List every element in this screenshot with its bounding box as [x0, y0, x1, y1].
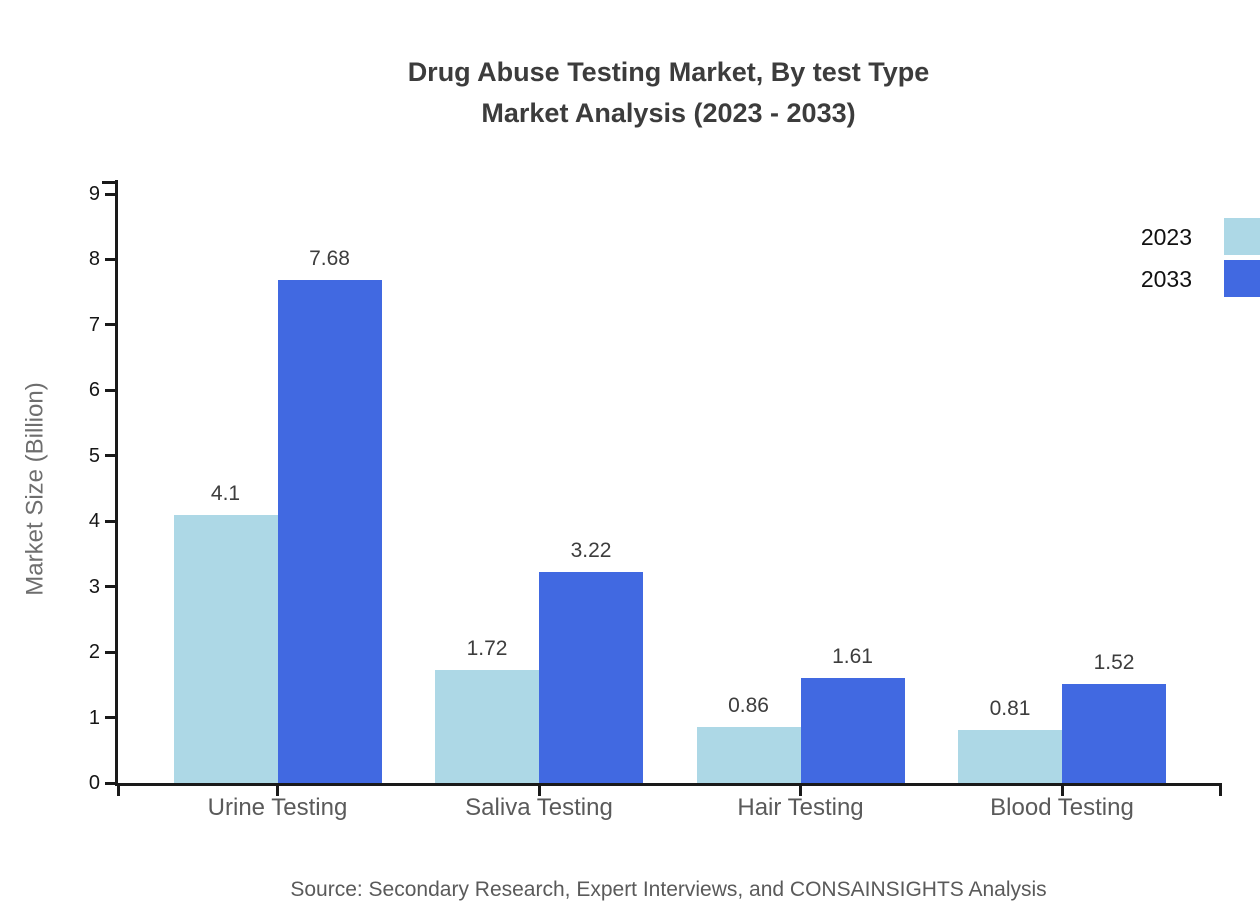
bar-value-label: 0.86: [728, 693, 769, 717]
bar-value-label: 7.68: [309, 247, 350, 271]
y-tick: [105, 192, 115, 196]
y-tick-label: 3: [88, 575, 100, 598]
bar-value-label: 3.22: [570, 539, 612, 563]
bar-2033-urine-testing: [277, 280, 382, 783]
bar-2023-blood-testing: [958, 729, 1062, 783]
bar-value-label: 1.61: [832, 644, 873, 668]
legend-label-2023: 2023: [1140, 224, 1192, 250]
y-tick: [105, 650, 115, 654]
y-tick-label: 2: [88, 641, 100, 664]
legend-label-2033: 2033: [1140, 265, 1192, 292]
bar-value-label: 1.72: [466, 637, 508, 661]
x-axis-line: [115, 783, 1222, 786]
y-axis-line: [115, 180, 118, 786]
y-tick-label: 7: [88, 313, 100, 336]
y-tick: [105, 585, 115, 589]
y-tick: [105, 781, 115, 785]
x-tick: [799, 786, 802, 796]
y-tick: [105, 323, 115, 327]
x-tick: [276, 786, 279, 796]
y-tick-label: 1: [88, 706, 100, 729]
bar-2023-hair-testing: [696, 726, 801, 783]
y-tick-label: 0: [88, 772, 100, 794]
bar-2023-saliva-testing: [435, 670, 539, 783]
legend-swatch-2033: [1224, 259, 1260, 297]
x-category-label: Blood Testing: [990, 794, 1134, 821]
x-tick: [1060, 786, 1064, 796]
y-tick: [105, 716, 115, 720]
chart-title-line1: Drug Abuse Testing Market, By test Type: [407, 57, 930, 87]
x-tick: [117, 786, 120, 796]
y-tick: [105, 257, 115, 261]
bar-value-label: 0.81: [989, 696, 1031, 720]
x-axis-cap-tick: [1219, 786, 1222, 796]
y-axis-cap-tick: [102, 181, 115, 184]
y-tick: [105, 519, 115, 523]
bar-2033-hair-testing: [800, 677, 905, 783]
x-category-label: Hair Testing: [737, 794, 864, 821]
y-tick-label: 8: [88, 248, 100, 271]
source-note: Source: Secondary Research, Expert Inter…: [290, 878, 1047, 901]
chart-title-line2: Market Analysis (2023 - 2033): [481, 98, 856, 128]
y-tick-label: 5: [88, 444, 100, 467]
y-tick: [105, 388, 115, 392]
bar-value-label: 1.52: [1093, 650, 1135, 674]
bar-2023-urine-testing: [173, 514, 278, 783]
x-tick: [537, 786, 541, 796]
x-category-label: Urine Testing: [207, 794, 348, 821]
y-tick-label: 9: [88, 183, 100, 205]
bar-2033-saliva-testing: [539, 572, 643, 783]
x-category-label: Saliva Testing: [465, 794, 613, 821]
y-tick-label: 4: [88, 510, 100, 533]
bar-value-label: 4.1: [210, 481, 241, 505]
bar-2033-blood-testing: [1062, 683, 1166, 783]
y-tick: [105, 454, 115, 458]
legend-swatch-2023: [1224, 218, 1260, 255]
chart-title: Drug Abuse Testing Market, By test Type …: [115, 52, 1222, 134]
y-tick-label: 6: [88, 379, 100, 402]
